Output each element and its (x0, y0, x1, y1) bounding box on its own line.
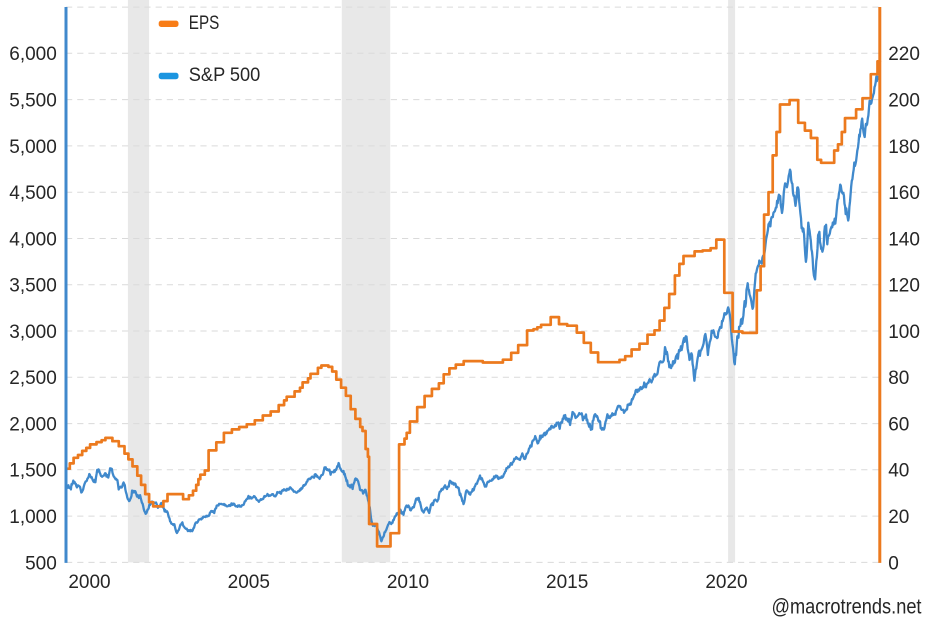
svg-text:120: 120 (888, 276, 920, 297)
svg-text:2,500: 2,500 (9, 368, 57, 389)
svg-text:3,000: 3,000 (9, 322, 57, 343)
svg-text:1,500: 1,500 (9, 461, 57, 482)
svg-text:2005: 2005 (228, 572, 270, 593)
svg-text:1,000: 1,000 (9, 507, 57, 528)
svg-text:80: 80 (888, 368, 909, 389)
svg-text:2000: 2000 (68, 572, 110, 593)
svg-text:S&P 500: S&P 500 (189, 65, 260, 86)
svg-text:160: 160 (888, 183, 920, 204)
svg-text:EPS: EPS (189, 13, 220, 34)
svg-text:200: 200 (888, 91, 920, 112)
svg-text:0: 0 (888, 553, 899, 574)
svg-text:4,000: 4,000 (9, 229, 57, 250)
svg-text:5,000: 5,000 (9, 137, 57, 158)
svg-text:@macrotrends.net: @macrotrends.net (772, 596, 922, 619)
svg-text:220: 220 (888, 44, 920, 65)
svg-text:40: 40 (888, 461, 909, 482)
svg-text:6,000: 6,000 (9, 44, 57, 65)
svg-text:100: 100 (888, 322, 920, 343)
svg-text:4,500: 4,500 (9, 183, 57, 204)
svg-text:2010: 2010 (387, 572, 429, 593)
svg-text:500: 500 (25, 553, 57, 574)
svg-text:3,500: 3,500 (9, 276, 57, 297)
svg-text:180: 180 (888, 137, 920, 158)
svg-text:20: 20 (888, 507, 909, 528)
svg-text:2020: 2020 (705, 572, 747, 593)
svg-text:60: 60 (888, 415, 909, 436)
svg-text:2,000: 2,000 (9, 415, 57, 436)
svg-text:140: 140 (888, 229, 920, 250)
svg-text:2015: 2015 (546, 572, 588, 593)
svg-text:5,500: 5,500 (9, 91, 57, 112)
